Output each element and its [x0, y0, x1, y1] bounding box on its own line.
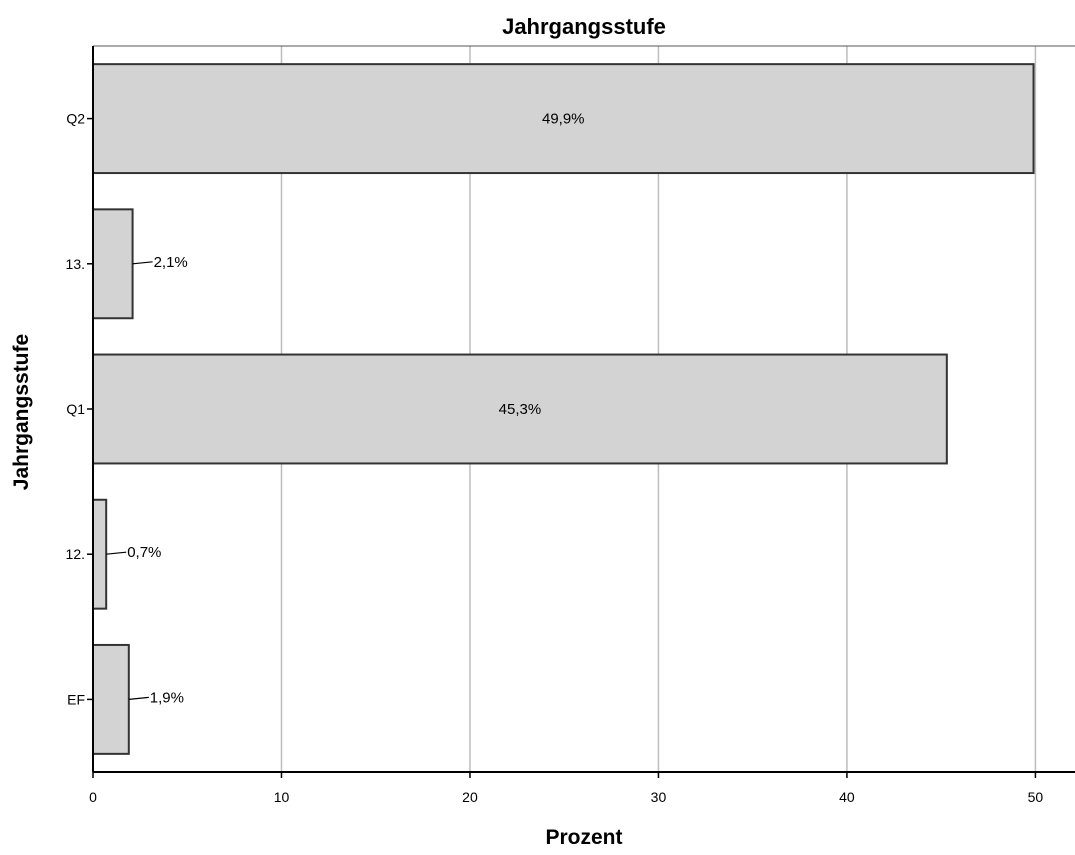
data-label-3: 0,7%: [127, 544, 161, 561]
bar-2: [92, 353, 948, 465]
data-label-1: 2,1%: [154, 254, 188, 271]
y-tick-label-1: 13.: [66, 256, 85, 272]
data-label-2: 45,3%: [499, 401, 542, 418]
data-label-leader-3: [106, 551, 127, 555]
x-tick-label-3: 30: [651, 789, 667, 805]
chart-title: Jahrgangsstufe: [502, 14, 666, 39]
y-tick-label-4: EF: [67, 691, 85, 707]
y-tick-label-3: 12.: [66, 546, 85, 562]
data-label-leader-1: [132, 261, 153, 265]
bar-4: [92, 643, 130, 755]
x-tick-label-1: 10: [274, 789, 290, 805]
x-axis-label: Prozent: [545, 826, 623, 849]
data-label-leader-4: [128, 696, 149, 700]
data-label-0: 49,9%: [542, 111, 585, 128]
y-tick-label-0: Q2: [66, 111, 85, 127]
data-label-4: 1,9%: [150, 689, 184, 706]
x-tick-label-2: 20: [462, 789, 478, 805]
x-tick-label-0: 0: [89, 789, 97, 805]
x-tick-label-4: 40: [839, 789, 855, 805]
bar-3: [92, 498, 108, 610]
bar-1: [92, 208, 134, 320]
y-tick-label-2: Q1: [66, 401, 85, 417]
x-tick-label-5: 50: [1028, 789, 1044, 805]
